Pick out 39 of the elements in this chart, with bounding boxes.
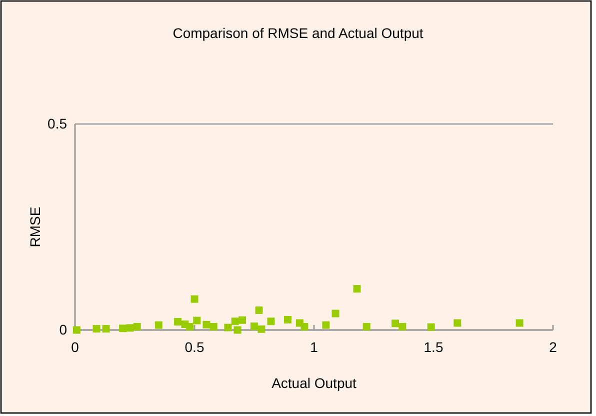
- point: [267, 318, 275, 326]
- point: [353, 285, 361, 293]
- point: [92, 325, 100, 333]
- point: [250, 322, 258, 330]
- point: [398, 322, 406, 330]
- point: [255, 306, 263, 314]
- y-axis-title: RMSE: [27, 206, 43, 248]
- x-tick-label: 1: [310, 338, 318, 355]
- point: [454, 319, 462, 327]
- point: [154, 321, 162, 329]
- point: [186, 322, 194, 330]
- point: [516, 319, 524, 327]
- point: [174, 318, 182, 326]
- point: [102, 325, 110, 333]
- point: [119, 324, 127, 332]
- point: [238, 316, 246, 324]
- point: [190, 295, 198, 303]
- point: [322, 321, 330, 329]
- point: [202, 320, 210, 328]
- point: [126, 324, 134, 332]
- x-tick-label: 0.5: [184, 338, 204, 355]
- point: [392, 320, 399, 328]
- x-tick-label: 1.5: [424, 338, 444, 355]
- point: [300, 322, 308, 330]
- point: [427, 323, 435, 331]
- point: [284, 316, 292, 324]
- point: [231, 318, 239, 326]
- point: [224, 324, 232, 332]
- x-tick-label: 2: [549, 338, 558, 355]
- x-tick-label: 0: [71, 338, 80, 355]
- point: [332, 310, 340, 318]
- x-axis-title: Actual Output: [272, 375, 357, 391]
- point: [133, 322, 141, 330]
- point: [193, 316, 201, 324]
- point: [362, 322, 370, 330]
- point: [258, 325, 266, 333]
- point: [210, 322, 218, 330]
- point: [234, 326, 242, 334]
- chart-title: Comparison of RMSE and Actual Output: [172, 25, 424, 41]
